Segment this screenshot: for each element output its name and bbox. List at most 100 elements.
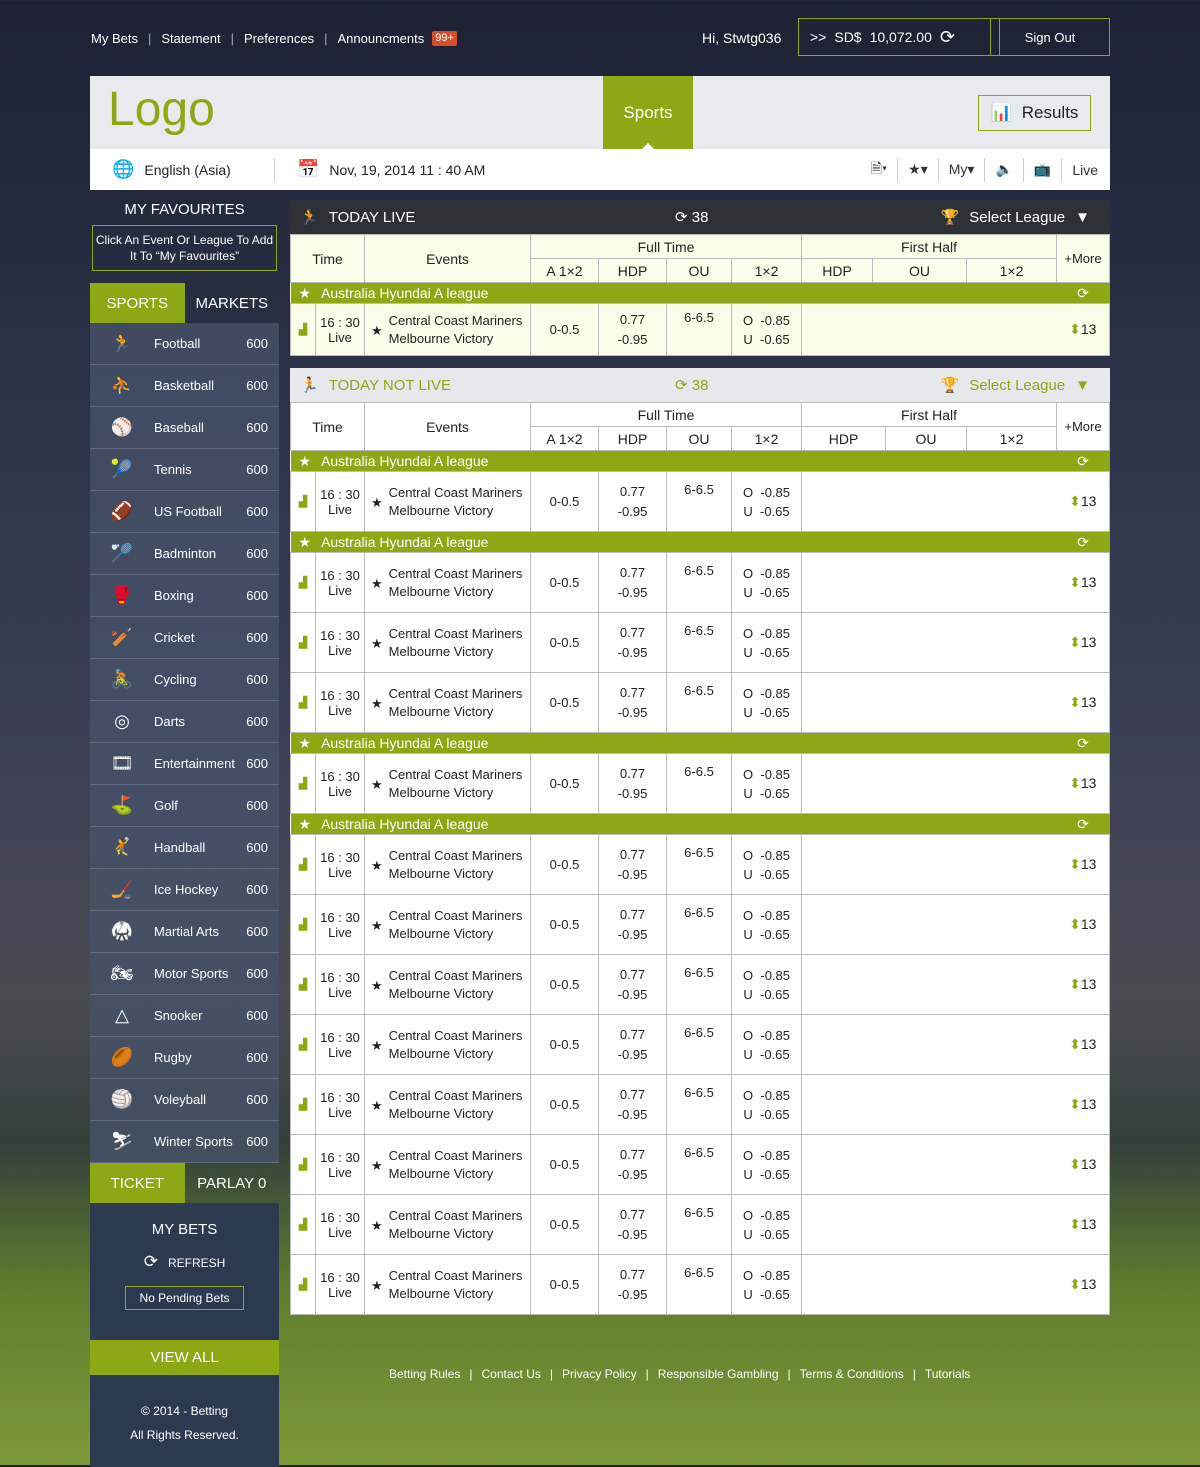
results-button[interactable]: 📊 Results xyxy=(978,95,1091,131)
sidebar-item-sport[interactable]: 🏒 Ice Hockey 600 xyxy=(90,869,279,911)
odds-hdp-home[interactable]: 0.77 xyxy=(619,846,646,862)
more-markets[interactable]: ⬍13 xyxy=(1056,1074,1110,1135)
odds-hdp-home[interactable]: 0.77 xyxy=(619,1026,646,1042)
away-team[interactable]: Melbourne Victory xyxy=(388,784,494,800)
event-row[interactable]: ▟ 16 : 30 Live ★ Central Coast Mariners Mel… xyxy=(290,612,1110,673)
more-markets[interactable]: ⬍13 xyxy=(1056,303,1110,356)
sidebar-item-sport[interactable]: 🎾 Tennis 600 xyxy=(90,449,279,491)
home-team[interactable]: Central Coast Mariners xyxy=(388,766,523,782)
event-row[interactable]: ▟ 16 : 30 Live ★ Central Coast Mariners Mel… xyxy=(290,894,1110,955)
sidebar-item-sport[interactable]: ⚾ Baseball 600 xyxy=(90,407,279,449)
away-team[interactable]: Melbourne Victory xyxy=(388,502,494,518)
odds-a12[interactable]: 0-0.5 xyxy=(530,1194,599,1255)
odds-hdp-away[interactable]: -0.95 xyxy=(617,644,648,660)
sidebar-item-sport[interactable]: 🤾 Handball 600 xyxy=(90,827,279,869)
favourite-star-icon[interactable]: ★ xyxy=(371,575,383,591)
away-team[interactable]: Melbourne Victory xyxy=(388,330,494,346)
favourite-star-icon[interactable]: ★ xyxy=(371,977,383,993)
home-team[interactable]: Central Coast Mariners xyxy=(388,967,523,983)
odds-a12[interactable]: 0-0.5 xyxy=(530,1014,599,1075)
link-statement[interactable]: Statement xyxy=(161,31,221,46)
away-team[interactable]: Melbourne Victory xyxy=(388,985,494,1001)
home-team[interactable]: Central Coast Mariners xyxy=(388,312,523,328)
stats-icon[interactable]: ▟ xyxy=(290,1014,316,1075)
sidebar-item-sport[interactable]: 🏐 Voleyball 600 xyxy=(90,1079,279,1121)
home-team[interactable]: Central Coast Mariners xyxy=(388,907,523,923)
odds-under[interactable]: U -0.65 xyxy=(743,1106,790,1122)
odds-hdp-away[interactable]: -0.95 xyxy=(617,926,648,942)
event-row[interactable]: ▟ 16 : 30 Live ★ Central Coast Mariners Mel… xyxy=(290,552,1110,613)
odds-hdp-away[interactable]: -0.95 xyxy=(617,1106,648,1122)
star-icon[interactable]: ★ xyxy=(298,533,312,550)
home-team[interactable]: Central Coast Mariners xyxy=(388,1207,523,1223)
more-markets[interactable]: ⬍13 xyxy=(1056,1194,1110,1255)
odds-ou[interactable]: 6-6.5 xyxy=(666,753,732,814)
event-row[interactable]: ▟ 16 : 30 Live ★ Central Coast Mariners Mel… xyxy=(290,1074,1110,1135)
home-team[interactable]: Central Coast Mariners xyxy=(388,1267,523,1283)
sidebar-item-sport[interactable]: ⛷ Winter Sports 600 xyxy=(90,1121,279,1163)
sidebar-item-sport[interactable]: 🏃 Football 600 xyxy=(90,323,279,365)
stats-icon[interactable]: ▟ xyxy=(290,1194,316,1255)
event-row[interactable]: ▟ 16 : 30 Live ★ Central Coast Mariners Mel… xyxy=(290,1194,1110,1255)
language-selector[interactable]: 🌐 English (Asia) xyxy=(112,159,274,180)
odds-under[interactable]: U -0.65 xyxy=(743,986,790,1002)
odds-under[interactable]: U -0.65 xyxy=(743,1166,790,1182)
star-icon[interactable]: ★ xyxy=(298,815,312,832)
stats-icon[interactable]: ▟ xyxy=(290,1074,316,1135)
odds-hdp-home[interactable]: 0.77 xyxy=(619,624,646,640)
refresh-icon[interactable]: ⟳ xyxy=(1056,813,1110,835)
odds-over[interactable]: O -0.85 xyxy=(743,1027,790,1043)
home-team[interactable]: Central Coast Mariners xyxy=(388,565,523,581)
event-row[interactable]: ▟ 16 : 30 Live ★ Central Coast Mariners Mel… xyxy=(290,954,1110,1015)
refresh-icon[interactable]: ⟳ xyxy=(1056,531,1110,553)
away-team[interactable]: Melbourne Victory xyxy=(388,1045,494,1061)
odds-a12[interactable]: 0-0.5 xyxy=(530,612,599,673)
odds-under[interactable]: U -0.65 xyxy=(743,1046,790,1062)
more-markets[interactable]: ⬍13 xyxy=(1056,1134,1110,1195)
stats-icon[interactable]: ▟ xyxy=(290,471,316,532)
odds-over[interactable]: O -0.85 xyxy=(743,967,790,983)
stats-icon[interactable]: ▟ xyxy=(290,834,316,895)
odds-hdp-home[interactable]: 0.77 xyxy=(619,564,646,580)
odds-ou[interactable]: 6-6.5 xyxy=(666,303,732,356)
stats-icon[interactable]: ▟ xyxy=(290,552,316,613)
odds-over[interactable]: O -0.85 xyxy=(743,1147,790,1163)
away-team[interactable]: Melbourne Victory xyxy=(388,703,494,719)
more-markets[interactable]: ⬍13 xyxy=(1056,471,1110,532)
odds-ou[interactable]: 6-6.5 xyxy=(666,552,732,613)
odds-a12[interactable]: 0-0.5 xyxy=(530,672,599,733)
home-team[interactable]: Central Coast Mariners xyxy=(388,685,523,701)
refresh-button[interactable]: ⟳ REFRESH xyxy=(90,1252,279,1272)
odds-hdp-home[interactable]: 0.77 xyxy=(619,1146,646,1162)
odds-under[interactable]: U -0.65 xyxy=(743,331,790,347)
odds-ou[interactable]: 6-6.5 xyxy=(666,894,732,955)
footer-link[interactable]: Contact Us xyxy=(481,1367,541,1381)
odds-hdp-away[interactable]: -0.95 xyxy=(617,986,648,1002)
odds-hdp-home[interactable]: 0.77 xyxy=(619,906,646,922)
more-markets[interactable]: ⬍13 xyxy=(1056,834,1110,895)
logo[interactable]: Logo xyxy=(108,83,215,136)
odds-under[interactable]: U -0.65 xyxy=(743,584,790,600)
odds-hdp-home[interactable]: 0.77 xyxy=(619,1086,646,1102)
sidebar-item-sport[interactable]: 🏏 Cricket 600 xyxy=(90,617,279,659)
more-markets[interactable]: ⬍13 xyxy=(1056,672,1110,733)
footer-link[interactable]: Tutorials xyxy=(924,1367,971,1381)
odds-hdp-away[interactable]: -0.95 xyxy=(617,1226,648,1242)
sidebar-item-sport[interactable]: ⛳ Golf 600 xyxy=(90,785,279,827)
footer-link[interactable]: Terms & Conditions xyxy=(799,1367,904,1381)
odds-hdp-home[interactable]: 0.77 xyxy=(619,684,646,700)
odds-over[interactable]: O -0.85 xyxy=(743,484,790,500)
odds-a12[interactable]: 0-0.5 xyxy=(530,1254,599,1315)
select-league-dropdown[interactable]: 🏆 Select League ▼ xyxy=(941,208,1090,227)
stats-icon[interactable]: ▟ xyxy=(290,672,316,733)
odds-under[interactable]: U -0.65 xyxy=(743,503,790,519)
footer-link[interactable]: Responsible Gambling xyxy=(657,1367,779,1381)
odds-under[interactable]: U -0.65 xyxy=(743,644,790,660)
odds-ou[interactable]: 6-6.5 xyxy=(666,471,732,532)
odds-under[interactable]: U -0.65 xyxy=(743,1226,790,1242)
odds-a12[interactable]: 0-0.5 xyxy=(530,303,599,356)
league-row[interactable]: ★ Australia Hyundai A league ⟳ xyxy=(290,282,1110,304)
favourite-star-icon[interactable]: ★ xyxy=(371,322,383,338)
star-icon[interactable]: ★ xyxy=(298,452,312,469)
odds-hdp-home[interactable]: 0.77 xyxy=(619,765,646,781)
